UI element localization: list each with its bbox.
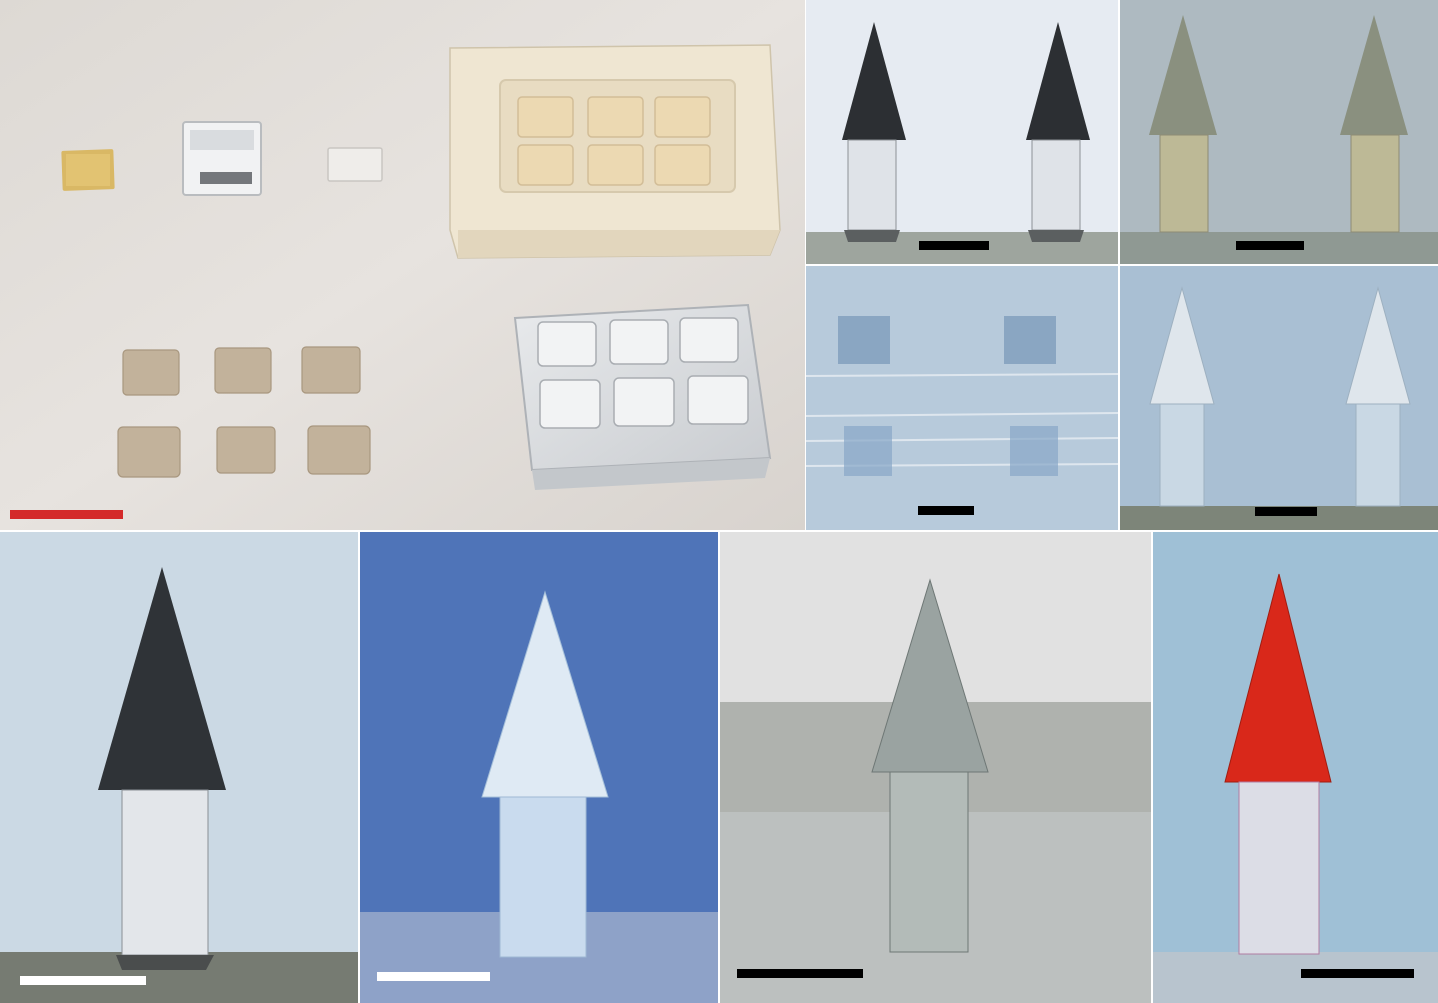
single-blue-image: [360, 532, 718, 1003]
needles-grey-image: [1120, 0, 1438, 264]
clear-patch: [328, 148, 382, 181]
clear-mold: [515, 305, 770, 490]
scale-bar: [10, 510, 123, 519]
needles-dark-image: [806, 0, 1118, 264]
yellow-patch: [61, 149, 114, 191]
panel-needles-blurred: [806, 266, 1118, 530]
scale-bar: [1301, 969, 1414, 978]
panel-single-red: [1153, 532, 1438, 1003]
scale-bar: [20, 976, 146, 985]
panel-single-grey: [720, 532, 1151, 1003]
molds-photo-image: [0, 0, 805, 530]
single-dark-image: [0, 532, 358, 1003]
single-grey-image: [720, 532, 1151, 1003]
panel-single-dark: [0, 532, 358, 1003]
panel-single-blue: [360, 532, 718, 1003]
needles-clear-image: [1120, 266, 1438, 530]
scale-bar: [918, 506, 974, 515]
panel-needles-clear: [1120, 266, 1438, 530]
needles-blurred-image: [806, 266, 1118, 530]
single-red-image: [1153, 532, 1438, 1003]
panel-needles-grey: [1120, 0, 1438, 264]
clear-cube: [183, 122, 261, 195]
scale-bar: [1236, 241, 1304, 250]
scale-bar: [377, 972, 490, 981]
scale-bar: [737, 969, 863, 978]
scale-bar: [919, 241, 989, 250]
white-mold: [450, 45, 780, 258]
panel-molds-photo: [0, 0, 805, 530]
scale-bar: [1255, 507, 1317, 516]
panel-needles-dark: [806, 0, 1118, 264]
